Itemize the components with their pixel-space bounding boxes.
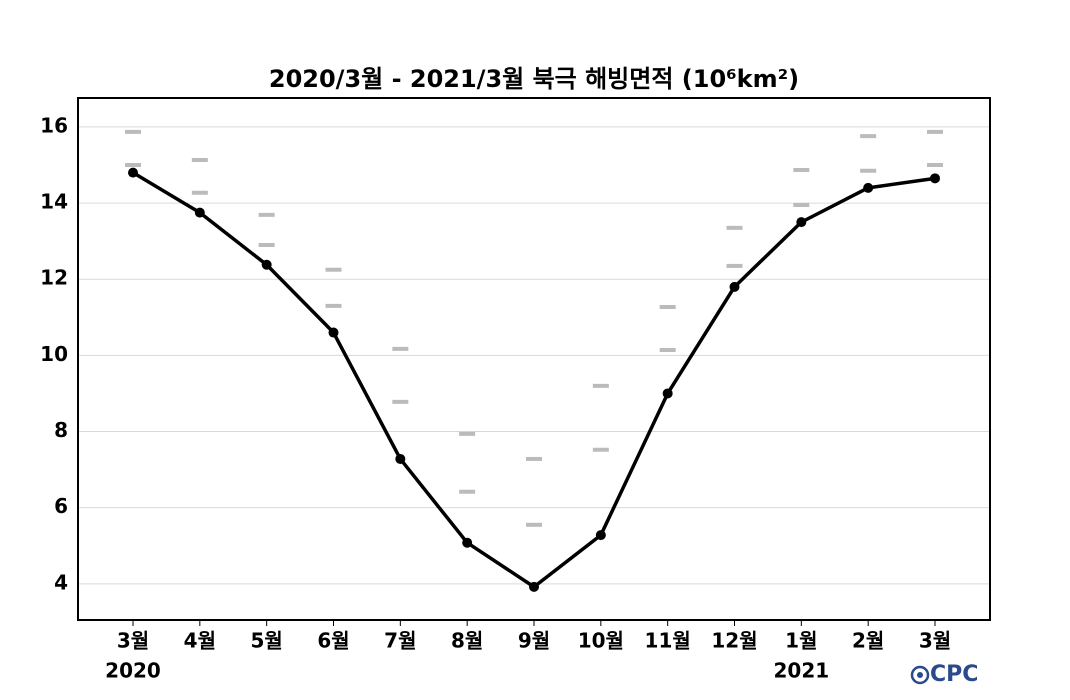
x-tick-label: 6월 [317, 629, 349, 653]
point [796, 217, 807, 228]
cpc-logo: CPC [910, 662, 978, 687]
x-tick-label: 3월 [919, 629, 951, 653]
point [595, 530, 606, 541]
y-tick-label: 12 [40, 266, 68, 290]
x-tick-label: 4월 [184, 629, 216, 653]
x-tick-label: 10월 [578, 629, 624, 653]
year-label: 2021 [773, 659, 829, 683]
x-tick-label: 7월 [384, 629, 416, 653]
point [863, 182, 874, 193]
x-tick-label: 1월 [785, 629, 817, 653]
source: CPC [930, 662, 978, 687]
y-tick-label: 8 [54, 418, 68, 442]
y-tick-label: 14 [40, 190, 68, 214]
x-tick-label: 11월 [645, 629, 691, 653]
point [462, 537, 473, 548]
logo-icon-dot [917, 672, 923, 678]
chart-title: 2020/3월 - 2021/3월 북극 해빙면적 (10⁶km²) [269, 65, 799, 93]
plot-frame [77, 97, 991, 621]
point [395, 453, 406, 464]
y-tick-label: 6 [54, 494, 68, 518]
x-tick-label: 3월 [117, 629, 149, 653]
point [261, 259, 272, 270]
x-tick-label: 12월 [711, 629, 757, 653]
point [194, 207, 205, 218]
y-tick-label: 4 [54, 570, 68, 594]
year-label: 2020 [105, 659, 161, 683]
point [529, 581, 539, 592]
y-tick-label: 16 [40, 113, 68, 137]
x-tick-label: 2월 [852, 629, 884, 653]
y-tick-label: 10 [40, 342, 68, 366]
logo-icon [910, 665, 930, 685]
x-tick-label: 9월 [518, 629, 550, 653]
x-tick-label: 5월 [251, 629, 283, 653]
point [662, 388, 673, 399]
x-tick-label: 8월 [451, 629, 483, 653]
point [930, 173, 940, 184]
point [729, 281, 740, 292]
point [128, 167, 138, 178]
point [328, 327, 339, 338]
